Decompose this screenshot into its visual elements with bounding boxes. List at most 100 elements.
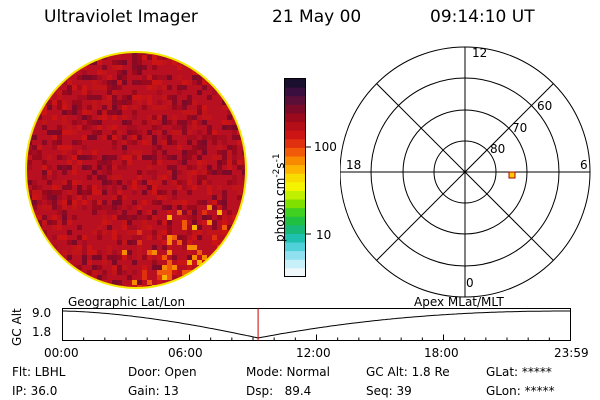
glon-readout: GLon: *****	[486, 384, 555, 398]
image-pixel	[77, 125, 82, 130]
image-pixel	[232, 95, 237, 100]
image-pixel	[127, 250, 132, 255]
image-pixel	[122, 140, 127, 145]
image-pixel	[32, 135, 37, 140]
image-pixel	[92, 105, 97, 110]
image-pixel	[187, 135, 192, 140]
image-pixel	[112, 175, 117, 180]
image-pixel	[92, 150, 97, 155]
image-pixel	[167, 170, 172, 175]
image-pixel	[237, 140, 242, 145]
image-pixel	[227, 255, 232, 260]
image-pixel	[177, 280, 182, 285]
image-pixel	[142, 265, 147, 270]
image-pixel	[42, 160, 47, 165]
image-pixel	[77, 95, 82, 100]
image-pixel	[32, 280, 37, 285]
image-pixel	[72, 180, 77, 185]
image-pixel	[122, 150, 127, 155]
image-pixel	[72, 130, 77, 135]
image-pixel	[97, 70, 102, 75]
image-pixel	[152, 150, 157, 155]
image-pixel	[197, 155, 202, 160]
meridian-diag-2	[376, 83, 554, 261]
image-pixel	[26, 120, 27, 125]
altitude-timeline	[62, 308, 571, 341]
colorbar-unit-label: photon cm-2s-1	[272, 153, 287, 242]
image-pixel	[147, 80, 152, 85]
image-pixel	[27, 155, 32, 160]
image-pixel	[202, 150, 207, 155]
image-pixel	[242, 52, 246, 55]
image-pixel	[247, 260, 252, 265]
image-pixel	[102, 230, 107, 235]
image-pixel	[97, 230, 102, 235]
image-pixel	[32, 105, 37, 110]
image-pixel	[222, 105, 227, 110]
image-pixel	[67, 220, 72, 225]
image-pixel	[152, 75, 157, 80]
image-pixel	[187, 130, 192, 135]
image-pixel	[67, 80, 72, 85]
image-pixel	[172, 140, 177, 145]
image-pixel	[62, 100, 67, 105]
image-pixel	[222, 190, 227, 195]
image-pixel	[72, 215, 77, 220]
image-pixel	[247, 150, 252, 155]
colorbar-band	[285, 79, 306, 89]
image-pixel	[82, 70, 87, 75]
image-pixel	[182, 110, 187, 115]
image-pixel	[122, 250, 127, 255]
image-pixel	[42, 65, 47, 70]
image-pixel	[27, 150, 32, 155]
image-pixel	[27, 285, 32, 288]
polar-label-0: 0	[466, 276, 474, 290]
image-pixel	[82, 190, 87, 195]
image-pixel	[97, 160, 102, 165]
image-pixel	[222, 85, 227, 90]
image-pixel	[57, 280, 62, 285]
image-pixel	[77, 100, 82, 105]
image-pixel	[52, 135, 57, 140]
image-pixel	[247, 190, 252, 195]
image-pixel	[37, 215, 42, 220]
image-pixel	[177, 185, 182, 190]
image-pixel	[207, 65, 212, 70]
image-pixel	[132, 105, 137, 110]
image-pixel	[112, 265, 117, 270]
image-pixel	[242, 275, 246, 280]
unit-text-s: s	[273, 162, 287, 169]
image-pixel	[72, 165, 77, 170]
image-pixel	[202, 255, 207, 260]
image-pixel	[47, 105, 52, 110]
image-pixel	[32, 255, 37, 260]
image-pixel	[47, 170, 52, 175]
image-pixel	[77, 265, 82, 270]
colorbar-band	[285, 139, 306, 149]
image-pixel	[187, 52, 192, 55]
image-pixel	[42, 250, 47, 255]
image-pixel	[42, 120, 47, 125]
image-pixel	[187, 260, 192, 265]
image-pixel	[247, 100, 252, 105]
image-pixel	[42, 230, 47, 235]
image-pixel	[26, 250, 27, 255]
image-pixel	[52, 145, 57, 150]
image-pixel	[157, 195, 162, 200]
image-pixel	[172, 95, 177, 100]
image-pixel	[52, 255, 57, 260]
image-pixel	[182, 200, 187, 205]
image-pixel	[207, 270, 212, 275]
image-pixel	[137, 240, 142, 245]
image-pixel	[137, 210, 142, 215]
image-pixel	[162, 270, 167, 275]
image-pixel	[67, 270, 72, 275]
image-pixel	[222, 80, 227, 85]
image-pixel	[87, 165, 92, 170]
image-pixel	[32, 190, 37, 195]
image-pixel	[132, 280, 137, 285]
image-pixel	[87, 135, 92, 140]
image-pixel	[192, 80, 197, 85]
image-pixel	[37, 85, 42, 90]
image-pixel	[42, 220, 47, 225]
